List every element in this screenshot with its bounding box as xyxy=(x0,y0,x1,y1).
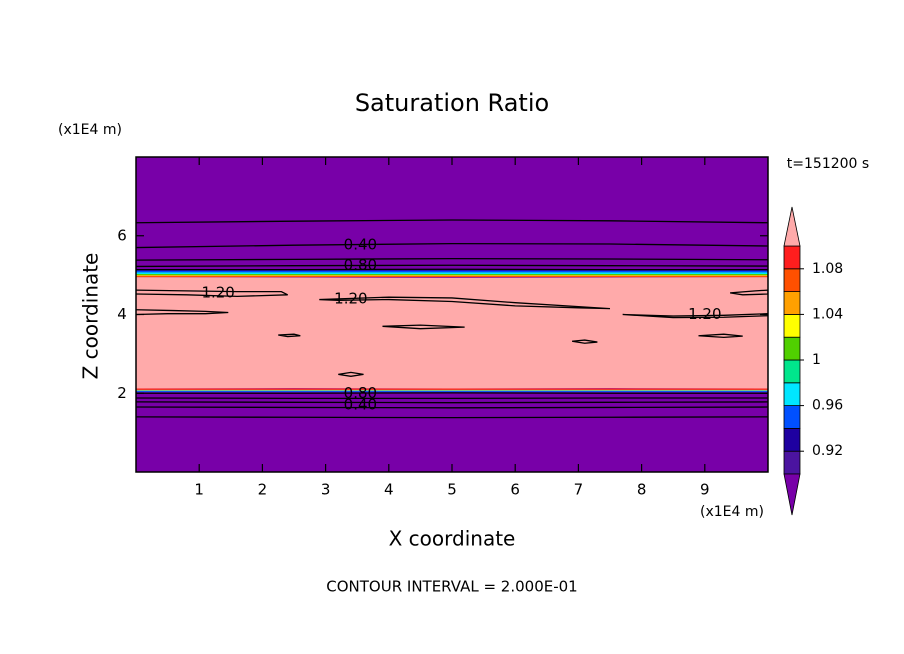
x-tick-label: 1 xyxy=(194,481,204,499)
x-tick-label: 5 xyxy=(447,481,457,499)
contour-line xyxy=(136,406,768,409)
filled-region xyxy=(136,277,768,389)
y-axis-label: Z coordinate xyxy=(79,253,103,380)
filled-region xyxy=(136,388,768,390)
x-tick-label: 6 xyxy=(510,481,520,499)
colorbar-band xyxy=(783,382,801,406)
colorbar-tick-label: 0.96 xyxy=(812,398,843,414)
colorbar-tick-label: 1 xyxy=(812,352,821,368)
colorbar-band xyxy=(783,336,801,361)
contour-label: 1.20 xyxy=(334,290,367,308)
contour-line xyxy=(136,416,768,419)
colorbar-tick-label: 1.04 xyxy=(812,306,843,322)
contour-label: 1.20 xyxy=(201,283,234,301)
contour-line xyxy=(136,242,768,249)
contour-line xyxy=(729,289,768,296)
contour-line xyxy=(622,313,768,319)
y-tick-label: 4 xyxy=(117,305,127,323)
y-tick-label: 2 xyxy=(117,384,127,402)
contour-line xyxy=(698,333,743,338)
y-unit: (x1E4 m) xyxy=(58,122,122,138)
x-tick-label: 3 xyxy=(321,481,331,499)
filled-region xyxy=(136,275,768,278)
colorbar-band xyxy=(783,359,801,384)
contour-line xyxy=(136,289,288,298)
contour-label: 0.40 xyxy=(344,396,377,414)
x-tick-label: 9 xyxy=(700,481,710,499)
contour-label: 0.80 xyxy=(344,256,377,274)
contour-line xyxy=(571,339,598,344)
colorbar-arrow-high xyxy=(783,206,801,247)
contour-line xyxy=(136,309,229,316)
contour-line xyxy=(136,257,768,261)
colorbar-tick-label: 1.08 xyxy=(812,261,843,277)
filled-region xyxy=(136,270,768,273)
contour-line xyxy=(382,324,465,330)
colorbar-band xyxy=(783,268,801,292)
y-tick-label: 6 xyxy=(117,226,127,244)
contour-label: 1.20 xyxy=(688,305,721,323)
contour-label: 0.80 xyxy=(344,384,377,402)
x-axis-label: X coordinate xyxy=(389,527,516,551)
x-tick-label: 2 xyxy=(258,481,268,499)
colorbar-tick-label: 0.92 xyxy=(812,443,843,459)
chart-title: Saturation Ratio xyxy=(355,89,549,117)
colorbar-band xyxy=(783,245,801,270)
colorbar-band xyxy=(783,405,801,429)
filled-region xyxy=(136,273,768,276)
colorbar-band xyxy=(783,313,801,338)
x-unit: (x1E4 m) xyxy=(700,504,764,520)
x-tick-label: 7 xyxy=(574,481,584,499)
colorbar-band xyxy=(783,450,801,475)
colorbar-band xyxy=(783,427,801,452)
filled-region xyxy=(136,390,768,392)
colorbar-arrow-low xyxy=(783,473,801,516)
filled-region xyxy=(136,275,768,276)
contour-line xyxy=(136,219,768,224)
contour-line xyxy=(319,296,611,310)
contour-label: 0.40 xyxy=(344,235,377,253)
contour-line xyxy=(338,371,364,377)
filled-region xyxy=(136,391,768,393)
filled-region xyxy=(136,389,768,391)
contour-line xyxy=(278,333,301,338)
contour-line xyxy=(136,401,768,404)
time-label: t=151200 s xyxy=(787,156,869,172)
x-tick-label: 4 xyxy=(384,481,394,499)
colorbar-band xyxy=(783,291,801,315)
footer: CONTOUR INTERVAL = 2.000E-01 xyxy=(326,578,577,596)
contour-line xyxy=(136,264,768,268)
filled-region xyxy=(136,272,768,274)
x-tick-label: 8 xyxy=(637,481,647,499)
